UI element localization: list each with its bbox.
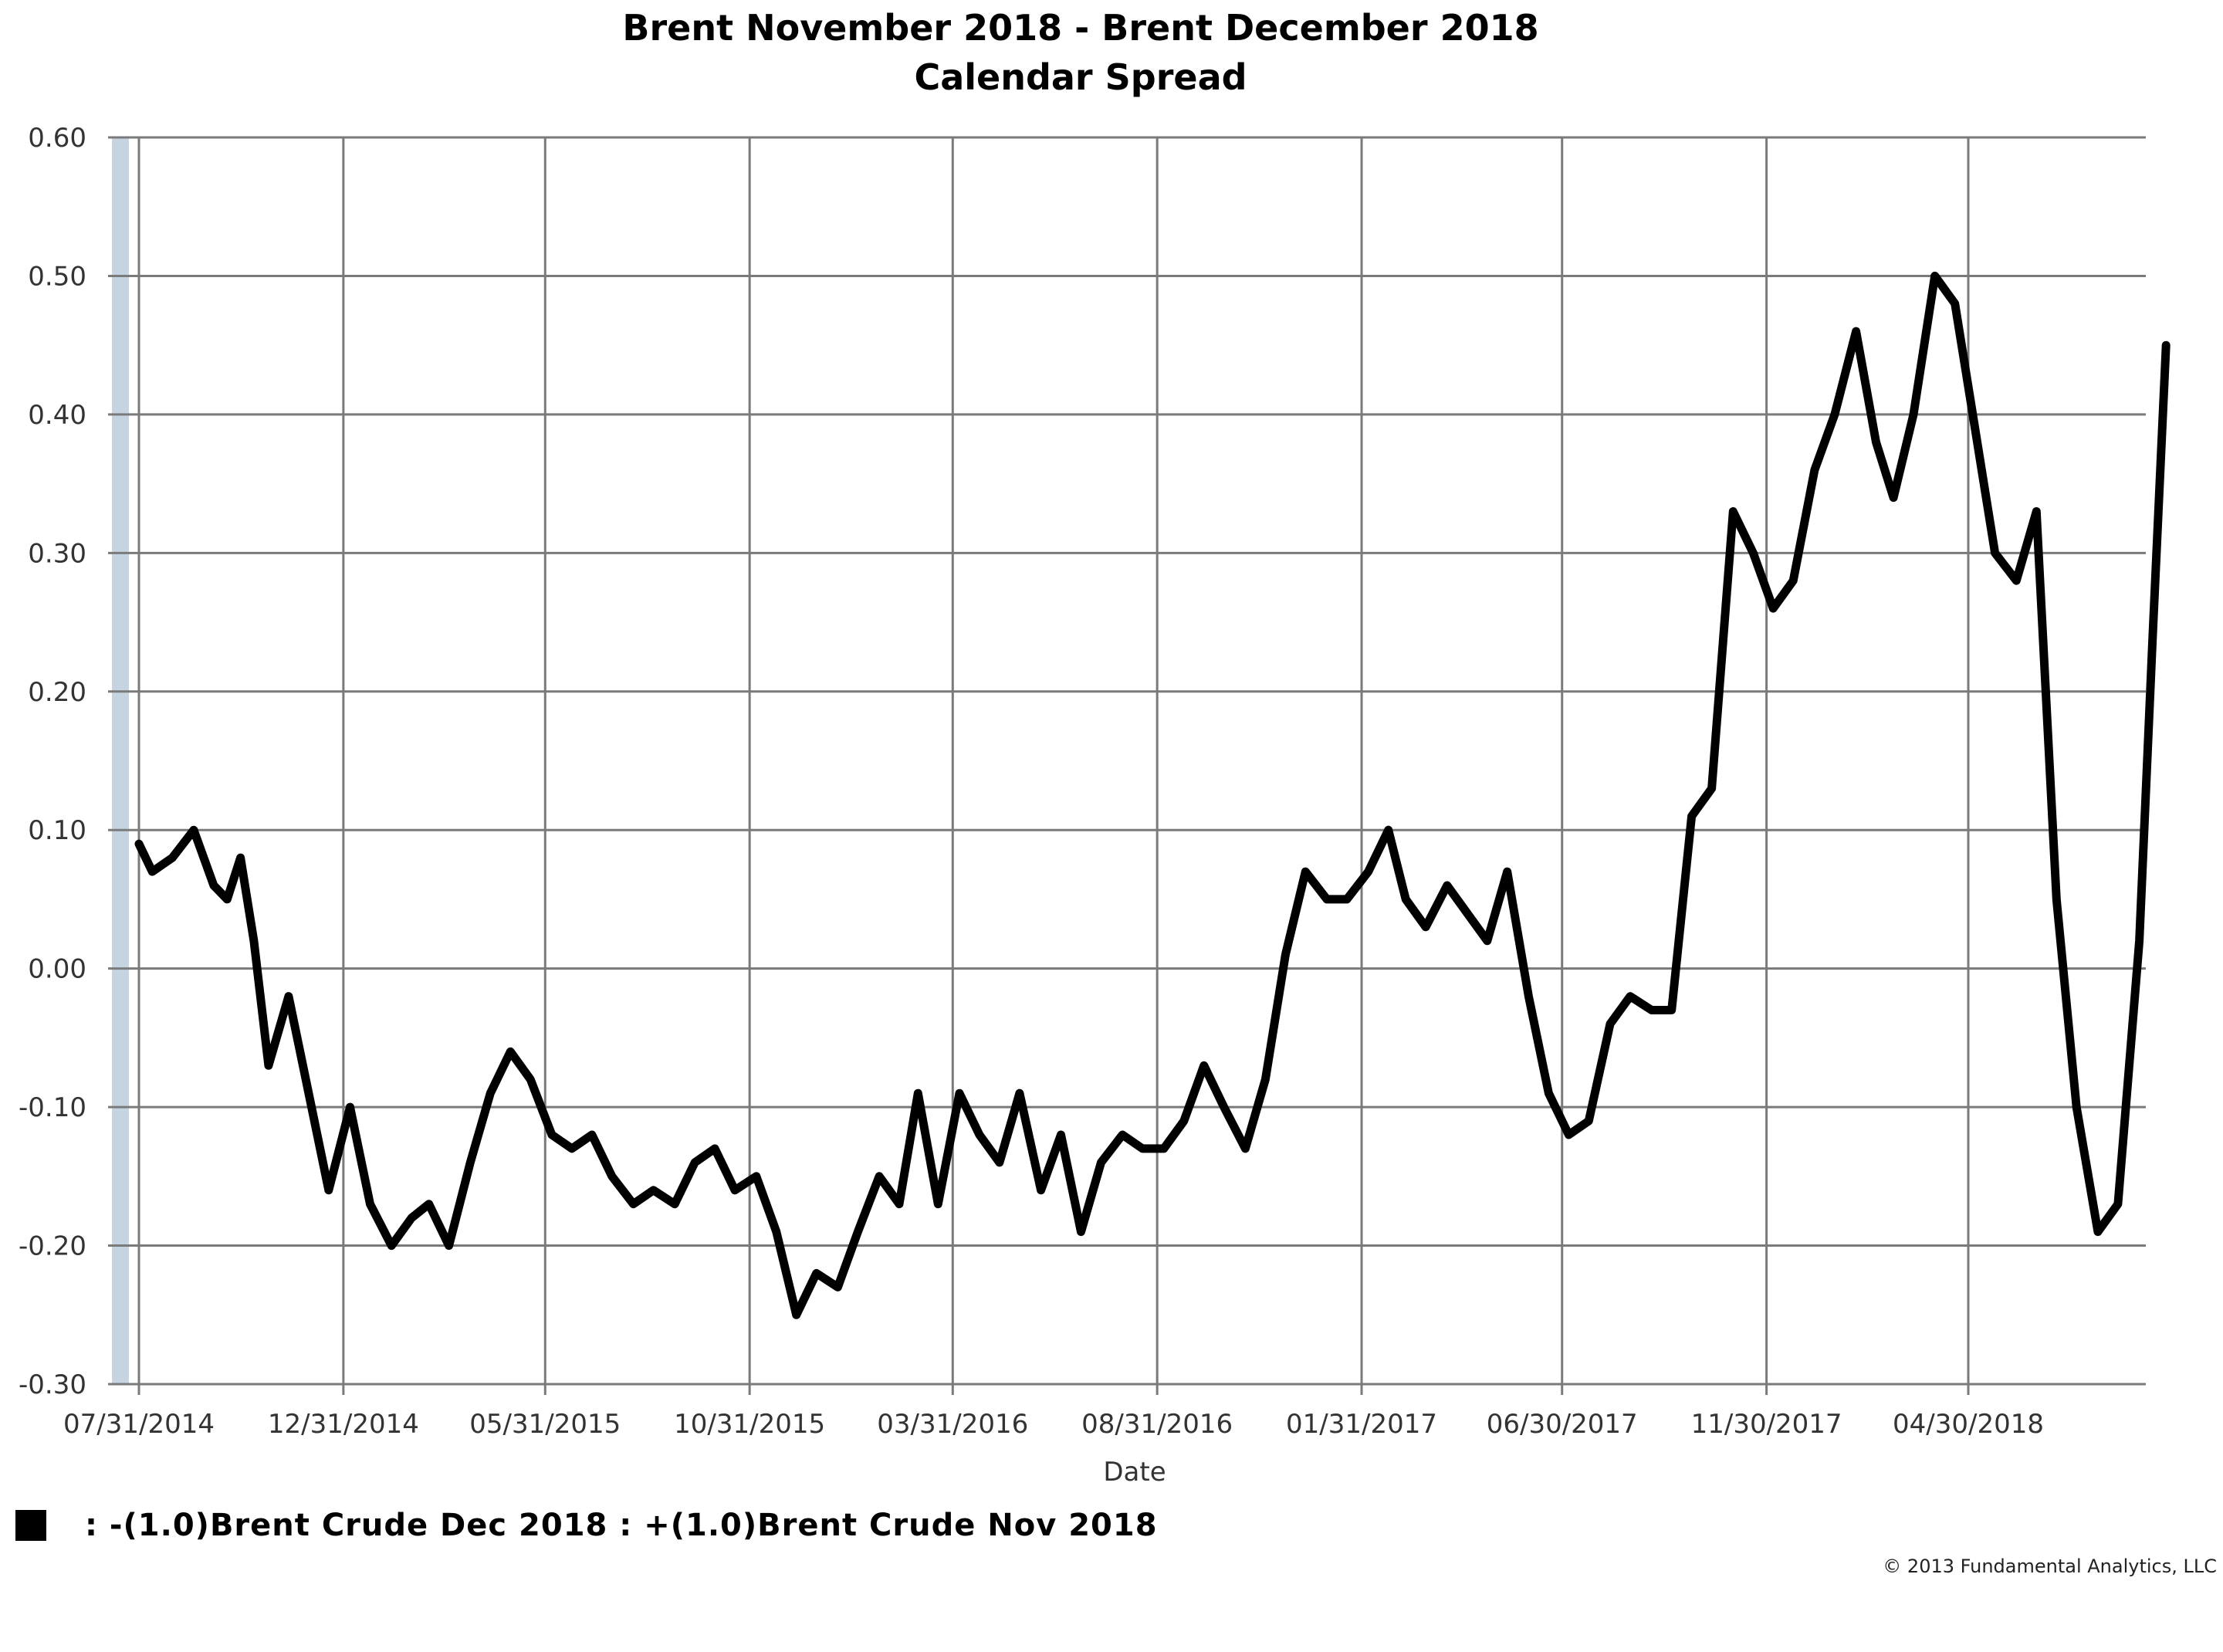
legend-label: : -(1.0)Brent Crude Dec 2018 : +(1.0)Bre… [85, 1508, 1158, 1543]
chart-subtitle: Calendar Spread [914, 56, 1247, 98]
x-axis-label: Date [1103, 1457, 1166, 1488]
x-tick-label: 12/31/2014 [268, 1409, 419, 1440]
x-tick-label: 07/31/2014 [63, 1409, 215, 1440]
y-tick-label: 0.60 [28, 123, 86, 154]
series-line [134, 271, 2171, 1319]
x-tick-label: 01/31/2017 [1286, 1409, 1437, 1440]
chart-title: Brent November 2018 - Brent December 201… [622, 7, 1538, 49]
y-tick-label: 0.00 [28, 954, 86, 985]
y-tick-label: 0.50 [28, 261, 86, 292]
x-tick-label: 04/30/2018 [1893, 1409, 2044, 1440]
x-tick-label: 03/31/2016 [877, 1409, 1028, 1440]
x-tick-label: 08/31/2016 [1081, 1409, 1233, 1440]
x-tick-label: 06/30/2017 [1487, 1409, 1638, 1440]
legend: : -(1.0)Brent Crude Dec 2018 : +(1.0)Bre… [15, 1508, 1158, 1543]
y-tick-label: -0.10 [19, 1092, 86, 1123]
y-axis-bar [112, 137, 129, 1384]
copyright-notice: © 2013 Fundamental Analytics, LLC [1883, 1556, 2217, 1577]
x-tick-label: 05/31/2015 [469, 1409, 621, 1440]
y-tick-label: 0.40 [28, 400, 86, 431]
y-tick-label: -0.30 [19, 1369, 86, 1400]
x-tick-label: 11/30/2017 [1691, 1409, 1842, 1440]
x-tick-label: 10/31/2015 [674, 1409, 825, 1440]
y-tick-label: 0.30 [28, 538, 86, 569]
y-tick-label: 0.20 [28, 677, 86, 708]
y-tick-label: 0.10 [28, 815, 86, 846]
legend-swatch [15, 1510, 46, 1541]
y-tick-label: -0.20 [19, 1231, 86, 1262]
